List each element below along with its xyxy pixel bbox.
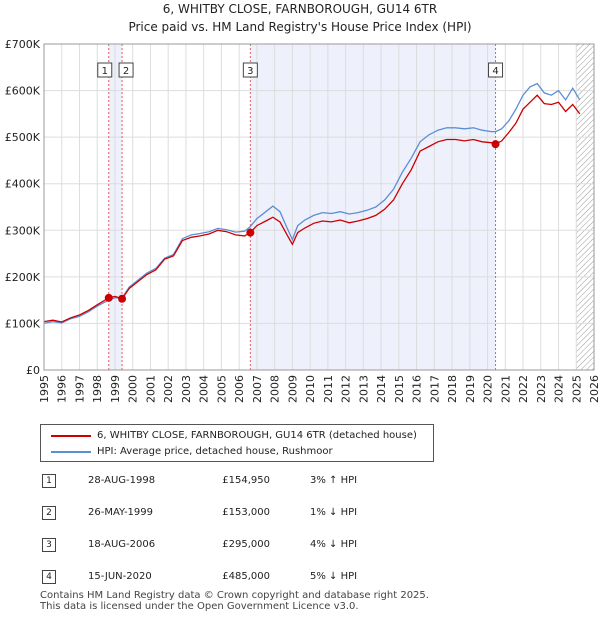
x-tick-label: 2021 (499, 375, 512, 403)
x-tick-label: 2011 (322, 375, 335, 403)
legend-swatch-hpi (51, 451, 91, 453)
x-tick-label: 2003 (180, 375, 193, 403)
plot-border (43, 43, 595, 371)
x-tick-label: 2015 (393, 375, 406, 403)
table-row: 4 15-JUN-2020 £485,000 5% ↓ HPI (40, 568, 560, 586)
x-tick-label: 1999 (109, 375, 122, 403)
y-tick-label: £500K (5, 131, 41, 144)
sale-price: £295,000 (222, 539, 270, 550)
x-tick-label: 2023 (535, 375, 548, 403)
x-tick-label: 2001 (144, 375, 157, 403)
x-tick-label: 1995 (38, 375, 51, 403)
table-row: 2 26-MAY-1999 £153,000 1% ↓ HPI (40, 504, 560, 522)
x-tick-label: 2018 (446, 375, 459, 403)
x-tick-label: 2019 (464, 375, 477, 403)
sale-date: 28-AUG-1998 (88, 475, 156, 486)
x-tick-label: 2026 (588, 375, 600, 403)
y-tick-label: £700K (5, 38, 41, 51)
y-tick-label: £200K (5, 271, 41, 284)
sale-box-4 (488, 62, 504, 78)
sale-date: 26-MAY-1999 (88, 507, 154, 518)
sale-point-3 (246, 228, 255, 237)
sale-box-label-1: 1 (102, 66, 108, 77)
x-tick-label: 2005 (215, 375, 228, 403)
legend-label-hpi: HPI: Average price, detached house, Rush… (97, 446, 333, 457)
sale-price: £485,000 (222, 571, 270, 582)
y-tick-label: £0 (26, 364, 40, 377)
sale-hpi-diff: 1% ↓ HPI (310, 507, 358, 518)
series-line-hpi (43, 82, 581, 325)
x-tick-label: 2024 (553, 375, 566, 403)
x-tick-label: 2016 (411, 375, 424, 403)
sale-hpi-diff: 4% ↓ HPI (310, 539, 358, 550)
x-tick-label: 1997 (73, 375, 86, 403)
footer: Contains HM Land Registry data © Crown c… (40, 590, 429, 612)
sale-box-label-3: 3 (247, 66, 253, 77)
x-tick-label: 2012 (340, 375, 353, 403)
ownership-span-2 (250, 44, 496, 370)
x-tick-label: 2008 (269, 375, 282, 403)
sale-marker-number: 1 (42, 474, 56, 488)
sale-date: 15-JUN-2020 (88, 571, 152, 582)
sale-point-4 (491, 140, 500, 149)
table-row: 3 18-AUG-2006 £295,000 4% ↓ HPI (40, 536, 560, 554)
series-line-property (43, 94, 581, 323)
legend-swatch-property (51, 435, 91, 437)
x-tick-label: 2002 (162, 375, 175, 403)
x-tick-label: 2006 (233, 375, 246, 403)
sale-marker-number: 4 (42, 570, 56, 584)
sale-date: 18-AUG-2006 (88, 539, 156, 550)
x-tick-label: 1996 (56, 375, 69, 403)
forecast-hatch (576, 44, 594, 370)
sale-hpi-diff: 5% ↓ HPI (310, 571, 358, 582)
table-row: 1 28-AUG-1998 £154,950 3% ↑ HPI (40, 472, 560, 490)
x-tick-label: 2014 (375, 375, 388, 403)
x-tick-label: 2000 (127, 375, 140, 403)
y-tick-label: £300K (5, 224, 41, 237)
x-tick-label: 2010 (304, 375, 317, 403)
sale-price: £154,950 (222, 475, 270, 486)
x-tick-label: 2017 (428, 375, 441, 403)
footer-copyright: Contains HM Land Registry data © Crown c… (40, 590, 429, 601)
x-tick-label: 2022 (517, 375, 530, 403)
x-tick-label: 2013 (357, 375, 370, 403)
x-tick-label: 2020 (482, 375, 495, 403)
sale-point-2 (118, 294, 127, 303)
x-tick-label: 2009 (286, 375, 299, 403)
x-tick-label: 2007 (251, 375, 264, 403)
sale-marker-number: 2 (42, 506, 56, 520)
sale-box-3 (242, 62, 258, 78)
y-tick-label: £400K (5, 178, 41, 191)
legend: 6, WHITBY CLOSE, FARNBOROUGH, GU14 6TR (… (40, 424, 434, 462)
x-tick-label: 1998 (91, 375, 104, 403)
y-tick-label: £600K (5, 85, 41, 98)
sale-price: £153,000 (222, 507, 270, 518)
chart-subtitle: Price paid vs. HM Land Registry's House … (128, 20, 471, 34)
sale-box-2 (118, 62, 134, 78)
footer-license: This data is licensed under the Open Gov… (40, 601, 359, 612)
price-chart: 6, WHITBY CLOSE, FARNBOROUGH, GU14 6TR P… (5, 2, 600, 403)
y-tick-label: £100K (5, 317, 41, 330)
sale-box-label-4: 4 (492, 66, 498, 77)
sale-box-label-2: 2 (123, 66, 129, 77)
sale-box-1 (97, 62, 113, 78)
x-tick-label: 2004 (198, 375, 211, 403)
x-tick-label: 2025 (570, 375, 583, 403)
legend-label-property: 6, WHITBY CLOSE, FARNBOROUGH, GU14 6TR (… (97, 430, 417, 441)
sale-point-1 (104, 293, 113, 302)
sale-marker-number: 3 (42, 538, 56, 552)
chart-title: 6, WHITBY CLOSE, FARNBOROUGH, GU14 6TR (163, 2, 437, 16)
sale-hpi-diff: 3% ↑ HPI (310, 475, 358, 486)
